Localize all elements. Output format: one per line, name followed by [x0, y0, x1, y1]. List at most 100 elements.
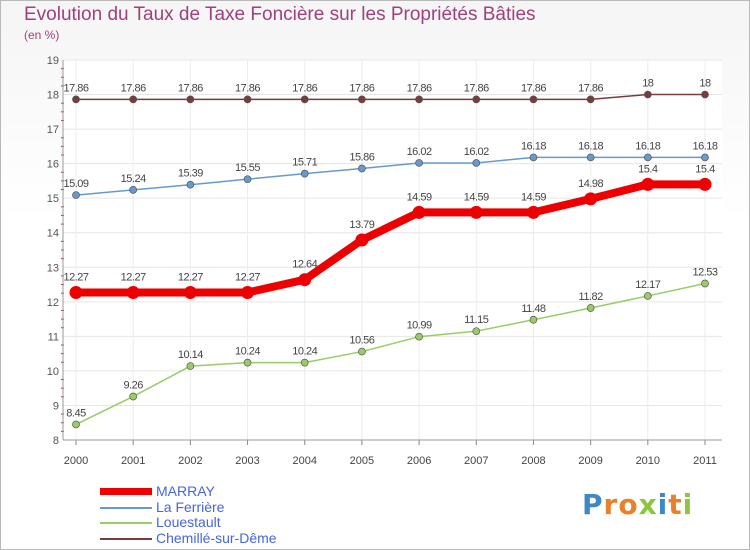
logo-letter: x [638, 488, 658, 521]
data-point-3 [129, 95, 138, 104]
data-label-3: 17.86 [521, 82, 546, 94]
data-label-3: 17.86 [178, 82, 203, 94]
data-label-0: 12.64 [292, 259, 317, 271]
data-point-0 [412, 205, 426, 219]
data-point-3 [186, 95, 195, 104]
data-point-3 [358, 95, 366, 104]
proxiti-logo: Proxiti [582, 488, 693, 521]
data-point-0 [183, 285, 197, 299]
data-point-2 [586, 304, 595, 312]
legend-label-marray: MARRAY [156, 483, 215, 499]
data-point-3 [529, 95, 538, 104]
data-label-0: 12.27 [178, 271, 203, 283]
y-unit-label: (en %) [24, 28, 60, 42]
data-point-2 [701, 279, 709, 288]
data-point-2 [243, 358, 252, 367]
data-label-2: 10.24 [235, 346, 260, 358]
chart-title: Evolution du Taux de Taxe Foncière sur l… [24, 4, 536, 25]
y-tick-label: 8 [53, 435, 59, 447]
data-label-0: 12.27 [121, 271, 146, 283]
x-tick-label: 2007 [464, 455, 488, 467]
data-label-2: 10.56 [349, 335, 374, 347]
data-label-3: 17.86 [407, 82, 432, 94]
data-label-1: 16.18 [578, 140, 603, 152]
y-tick-label: 15 [47, 193, 59, 205]
y-tick-label: 13 [47, 262, 59, 274]
data-point-2 [643, 292, 652, 300]
data-point-1 [186, 180, 195, 189]
data-point-1 [358, 164, 366, 173]
data-label-1: 15.71 [292, 157, 317, 169]
x-tick-label: 2001 [121, 455, 145, 467]
data-label-2: 12.17 [635, 279, 660, 291]
data-label-1: 15.39 [178, 168, 203, 180]
y-tick-label: 10 [47, 366, 59, 378]
data-label-2: 10.99 [407, 320, 432, 332]
data-label-1: 16.18 [692, 140, 717, 152]
data-point-0 [526, 205, 540, 219]
legend-label-la-ferriere: La Ferrière [156, 498, 225, 515]
logo-letter: o [618, 488, 639, 521]
data-label-1: 16.02 [407, 146, 432, 158]
data-label-1: 16.18 [521, 140, 546, 152]
x-tick-label: 2005 [350, 455, 374, 467]
data-label-1: 16.02 [464, 146, 489, 158]
logo-letter: r [603, 488, 619, 521]
data-point-3 [243, 95, 252, 104]
data-label-0: 12.27 [235, 271, 260, 283]
data-label-3: 17.86 [235, 82, 260, 94]
data-label-2: 9.26 [123, 379, 143, 391]
data-point-1 [415, 159, 423, 167]
data-label-2: 11.82 [579, 291, 604, 303]
data-label-1: 15.24 [121, 173, 146, 185]
x-tick-label: 2002 [178, 455, 202, 467]
logo-letter: i [657, 488, 669, 521]
legend-swatch-chemille [100, 537, 152, 540]
x-tick-label: 2011 [693, 455, 717, 467]
data-point-2 [72, 420, 80, 429]
series-line-2 [75, 282, 706, 426]
data-label-3: 17.86 [63, 82, 88, 94]
data-label-2: 8.45 [66, 407, 86, 419]
data-label-0: 15.4 [695, 163, 715, 175]
legend-label-chemille: Chemillé-sur-Dême [156, 529, 277, 546]
data-point-2 [358, 347, 366, 356]
data-point-2 [415, 332, 423, 341]
logo-letter: P [582, 488, 604, 521]
data-point-0 [241, 285, 255, 299]
data-label-3: 17.86 [292, 82, 317, 94]
data-label-3: 17.86 [121, 82, 146, 94]
x-tick-label: 2010 [636, 455, 660, 467]
y-tick-label: 16 [47, 159, 59, 171]
logo-letter: t [668, 488, 683, 521]
data-label-1: 15.09 [63, 178, 88, 190]
legend-swatch-marray [100, 488, 152, 495]
data-label-3: 17.86 [578, 82, 603, 94]
x-tick-label: 2008 [521, 455, 545, 467]
logo-letter: i [682, 488, 694, 521]
data-label-2: 10.14 [178, 349, 203, 361]
data-label-3: 18 [699, 78, 711, 90]
data-label-0: 14.98 [578, 178, 603, 190]
data-label-3: 17.86 [464, 82, 489, 94]
x-tick-label: 2000 [64, 455, 88, 467]
data-point-1 [643, 153, 652, 162]
x-tick-label: 2006 [407, 455, 431, 467]
data-point-3 [300, 95, 309, 104]
data-point-0 [298, 273, 312, 287]
data-label-2: 11.15 [464, 314, 489, 326]
data-label-0: 14.59 [407, 191, 432, 203]
data-label-3: 17.86 [349, 82, 374, 94]
data-point-2 [300, 358, 309, 367]
data-label-3: 18 [642, 78, 654, 90]
y-tick-label: 11 [48, 331, 59, 343]
data-label-0: 14.59 [464, 191, 489, 203]
data-point-0 [641, 177, 655, 191]
data-label-1: 16.18 [635, 140, 660, 152]
data-label-1: 15.55 [235, 162, 260, 174]
data-point-0 [584, 192, 598, 206]
series-line-0 [72, 180, 709, 297]
legend-swatch-louestault [100, 522, 152, 524]
data-point-3 [643, 90, 652, 99]
